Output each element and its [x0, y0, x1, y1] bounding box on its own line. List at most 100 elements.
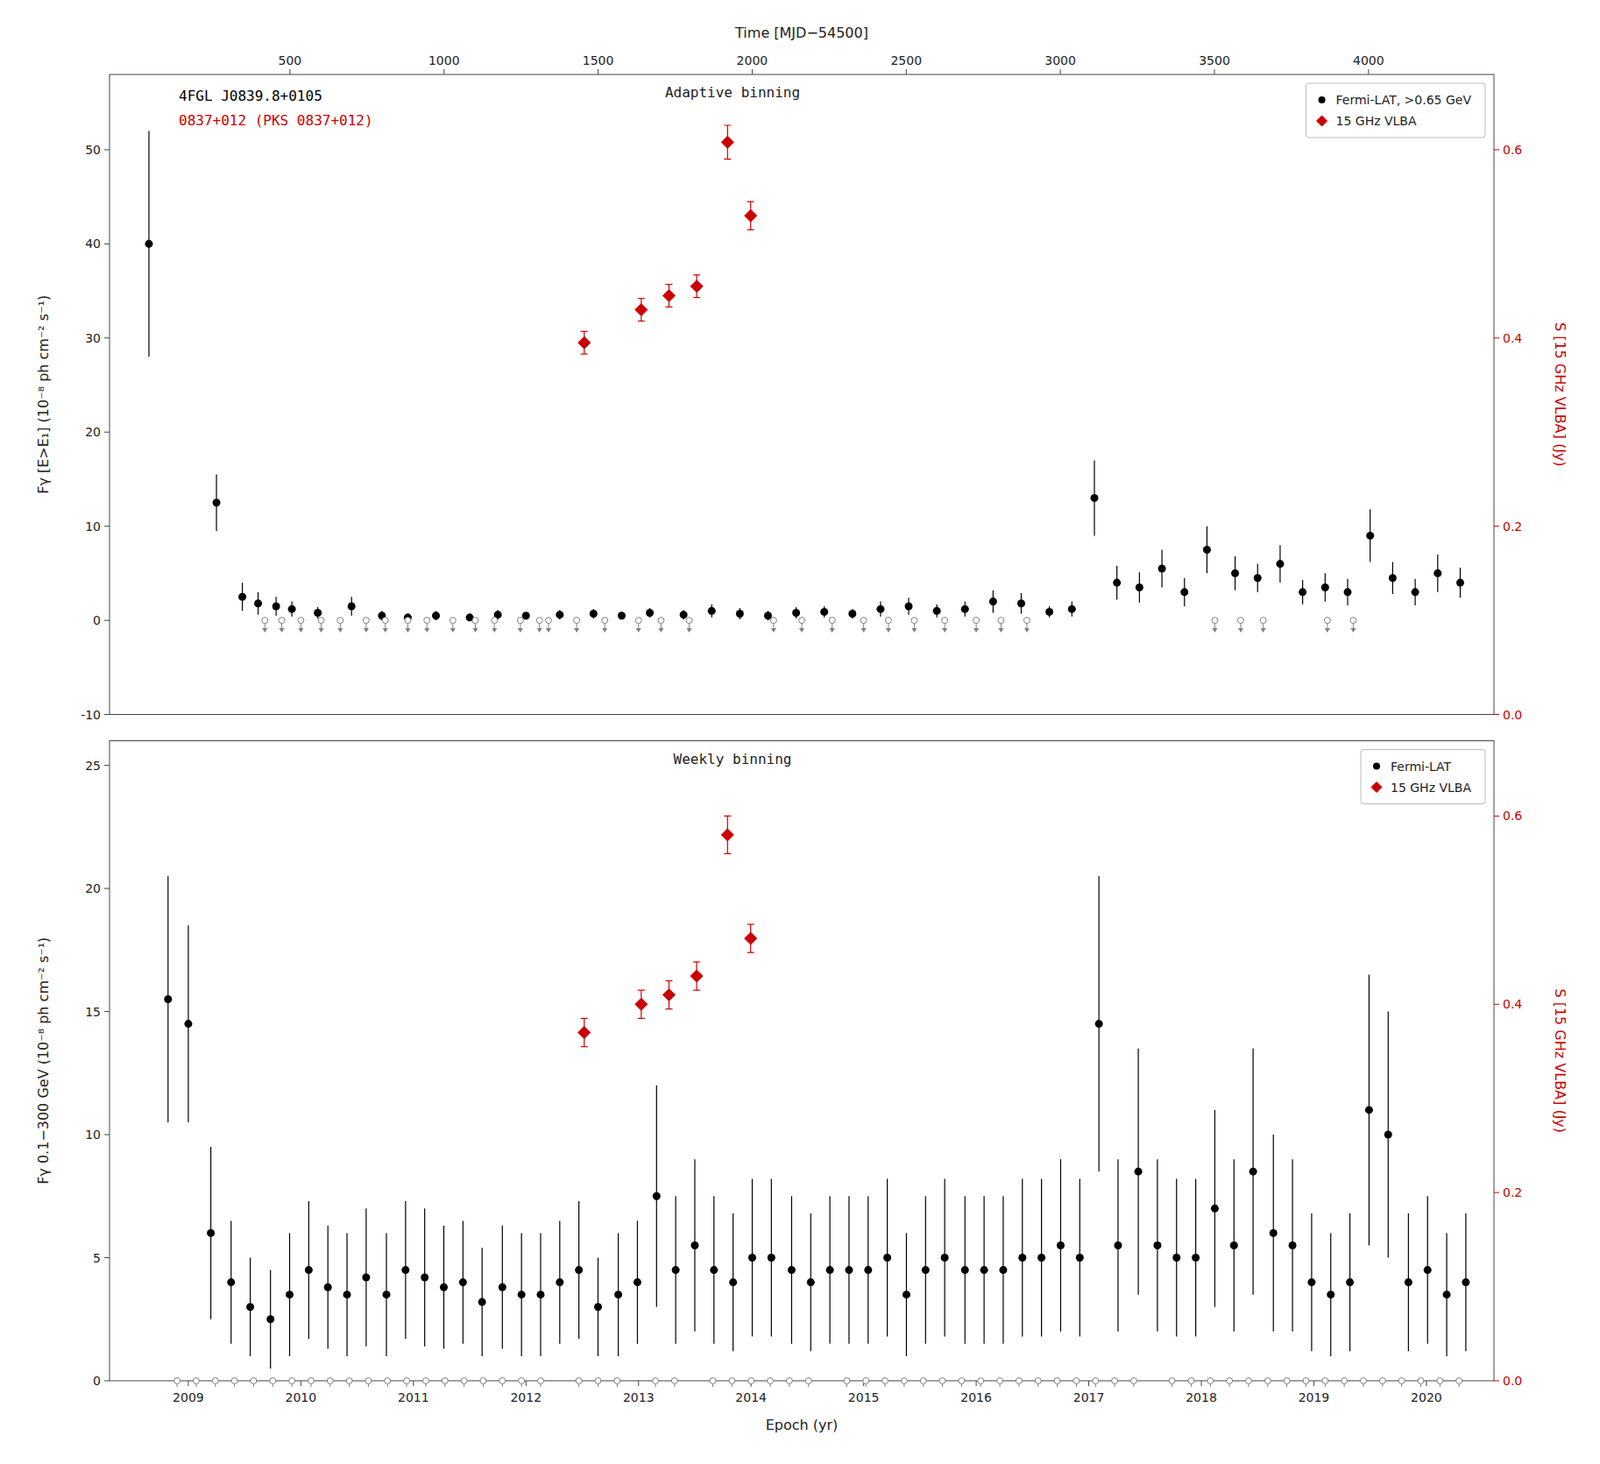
- upper-limit-marker: [491, 617, 498, 624]
- error-bar-cap: [693, 297, 701, 298]
- upper-limit-marker: [382, 617, 389, 624]
- upper-limit-marker: [1417, 1378, 1424, 1385]
- data-point: [1461, 1278, 1470, 1287]
- y2-tick: [1493, 525, 1500, 527]
- upper-limit: [537, 1378, 544, 1388]
- error-bar-cap: [637, 320, 645, 322]
- upper-limit: [652, 1378, 659, 1388]
- upper-limit-marker: [1283, 1378, 1290, 1385]
- upper-limit-marker: [671, 1378, 678, 1385]
- upper-limit: [1264, 1378, 1271, 1388]
- upper-limit-marker: [1264, 1378, 1271, 1385]
- upper-limit-arrowhead: [973, 628, 979, 633]
- upper-limit: [231, 1378, 238, 1388]
- annotation: 4FGL J0839.8+0105: [178, 87, 323, 105]
- data-point: [401, 1266, 410, 1275]
- data-point: [1253, 573, 1262, 582]
- x-tick: [637, 1380, 639, 1387]
- data-point: [1113, 1241, 1122, 1250]
- x2-tick: [1060, 69, 1062, 75]
- upper-limit: [269, 1378, 277, 1388]
- data-point: [998, 1266, 1007, 1275]
- upper-limit: [250, 1378, 257, 1388]
- data-point: [206, 1229, 215, 1238]
- upper-limit-marker: [1188, 1378, 1195, 1385]
- data-point: [1018, 1253, 1027, 1262]
- data-layer: [144, 125, 1465, 633]
- upper-limit: [499, 1378, 506, 1388]
- data-point: [1090, 494, 1098, 503]
- upper-limit-marker: [1237, 617, 1244, 624]
- x-tick: [525, 1380, 527, 1387]
- legend-label: 15 GHz VLBA: [1336, 113, 1417, 128]
- x2-tick-label: 500: [278, 53, 303, 68]
- data-point: [578, 336, 591, 349]
- error-bar-cap: [580, 1046, 588, 1048]
- upper-limit: [884, 617, 892, 634]
- upper-limit: [785, 1378, 793, 1388]
- x-tick: [976, 1380, 977, 1387]
- upper-limit-marker: [289, 1378, 296, 1385]
- y-tick: [104, 764, 110, 766]
- y-tick-label: 5: [92, 1251, 101, 1266]
- data-point: [1388, 573, 1397, 582]
- upper-limit: [977, 1378, 985, 1388]
- upper-limit: [1456, 1378, 1463, 1388]
- upper-limit-marker: [573, 617, 581, 624]
- upper-limit-arrowhead: [363, 628, 369, 633]
- y2-tick-label: 0.4: [1502, 331, 1523, 346]
- upper-limit-marker: [828, 617, 836, 624]
- y2-axis-label: S [15 GHz VLBA] (Jy): [1551, 322, 1569, 468]
- x-tick: [187, 1380, 189, 1387]
- y2-tick-label: 0.0: [1502, 1373, 1523, 1388]
- y2-axis-label: S [15 GHz VLBA] (Jy): [1551, 988, 1569, 1133]
- data-point: [304, 1266, 313, 1275]
- upper-limit-marker: [799, 617, 806, 624]
- upper-limit-marker: [770, 617, 777, 624]
- upper-limit: [843, 1378, 850, 1388]
- data-point: [709, 1266, 718, 1275]
- upper-limit-marker: [658, 617, 665, 624]
- error-bar-cap: [747, 952, 755, 954]
- upper-limit-arrowhead: [998, 628, 1004, 633]
- data-point: [1230, 1241, 1239, 1250]
- upper-limit-arrowhead: [686, 628, 693, 633]
- upper-limit-arrowhead: [537, 628, 543, 633]
- upper-limit: [958, 1378, 965, 1388]
- upper-limit-marker: [1379, 1378, 1386, 1385]
- data-point: [285, 1290, 294, 1299]
- legend-label: Fermi-LAT: [1390, 759, 1452, 774]
- upper-limit-marker: [998, 617, 1005, 624]
- data-point: [941, 1253, 949, 1262]
- upper-limit-marker: [318, 617, 325, 624]
- data-point: [848, 609, 857, 618]
- data-point: [1203, 545, 1211, 554]
- data-point: [1326, 1290, 1335, 1299]
- data-point: [272, 601, 281, 610]
- upper-limit: [900, 1378, 907, 1388]
- data-point: [1153, 1241, 1162, 1250]
- data-point: [876, 605, 885, 614]
- y2-tick-label: 0.6: [1502, 142, 1523, 157]
- y-tick: [104, 148, 110, 150]
- data-point: [578, 1026, 591, 1040]
- x-tick-label: 2014: [735, 1390, 767, 1405]
- upper-limit: [1350, 617, 1357, 634]
- error-bar-cap: [580, 1018, 588, 1020]
- data-point: [212, 498, 221, 507]
- y-tick-label: 15: [84, 1005, 101, 1020]
- data-point: [1210, 1204, 1219, 1213]
- upper-limit: [575, 1378, 582, 1388]
- upper-limit-marker: [973, 617, 980, 624]
- upper-limit-marker: [545, 617, 552, 624]
- y-tick-label: 10: [84, 1127, 101, 1142]
- upper-limit-marker: [920, 1378, 927, 1385]
- data-point: [1076, 1253, 1084, 1262]
- upper-limit: [212, 1378, 219, 1388]
- upper-limit-marker: [1211, 617, 1218, 624]
- upper-limit: [480, 1378, 487, 1388]
- upper-limit: [536, 617, 543, 634]
- error-bar-cap: [723, 158, 731, 160]
- upper-limit: [403, 1378, 411, 1388]
- upper-limit: [365, 1378, 372, 1388]
